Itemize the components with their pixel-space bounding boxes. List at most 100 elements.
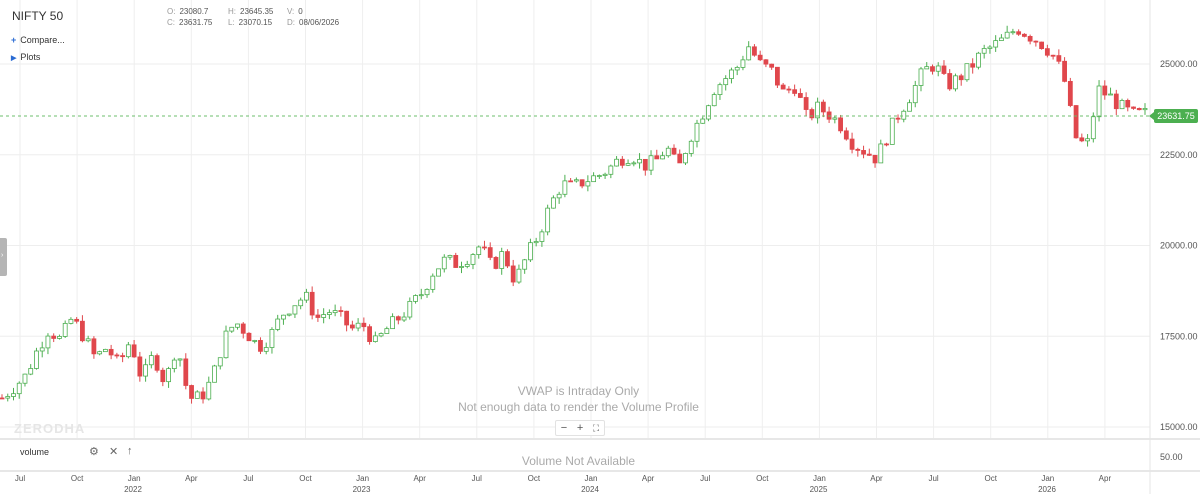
year-tick-label: 2026 xyxy=(1038,485,1056,494)
candle-body xyxy=(763,59,769,65)
candle-body xyxy=(125,344,131,358)
arrow-up-icon[interactable]: ↑ xyxy=(127,445,133,457)
candle-body xyxy=(407,300,413,318)
candle-body xyxy=(62,322,68,337)
candle-body xyxy=(212,365,217,383)
open-value: 23080.7 xyxy=(179,7,209,16)
zoom-in-button[interactable]: + xyxy=(576,422,584,434)
year-tick-label: 2023 xyxy=(353,485,371,494)
candle-body xyxy=(1033,40,1039,43)
candle-body xyxy=(528,242,533,261)
candle-body xyxy=(522,259,528,270)
candle-body xyxy=(390,316,395,330)
candle-body xyxy=(671,147,677,155)
candle-body xyxy=(1004,31,1010,39)
candle-body xyxy=(286,313,292,316)
candle-body xyxy=(459,266,464,268)
candle-body xyxy=(309,291,315,316)
candle-body xyxy=(1050,54,1056,57)
candle-body xyxy=(533,241,539,244)
candle-body xyxy=(229,326,235,332)
candle-body xyxy=(930,66,935,72)
high-value: 23645.35 xyxy=(240,7,274,16)
candle-body xyxy=(688,140,694,154)
vwap-message: VWAP is Intraday Only xyxy=(517,384,640,398)
candle-body xyxy=(395,316,401,321)
candle-body xyxy=(240,323,246,334)
gear-icon[interactable]: ⚙ xyxy=(89,446,99,458)
candle-body xyxy=(1010,31,1016,34)
candle-body xyxy=(1056,55,1062,62)
candle-body xyxy=(941,65,947,74)
side-panel-toggle[interactable]: › xyxy=(0,238,7,276)
candle-body xyxy=(131,344,137,358)
candle-body xyxy=(34,350,39,369)
candle-body xyxy=(901,110,907,120)
candle-body xyxy=(114,354,120,357)
candle-body xyxy=(91,338,97,355)
candle-body xyxy=(1113,93,1119,110)
candle-body xyxy=(918,68,924,86)
candle-body xyxy=(843,130,849,140)
candle-body xyxy=(660,155,665,160)
close-icon[interactable]: ✕ xyxy=(109,446,119,458)
compare-button[interactable]: + Compare... xyxy=(11,35,65,45)
candle-body xyxy=(803,97,809,110)
candle-body xyxy=(665,147,671,157)
zoom-out-button[interactable]: − xyxy=(560,422,568,434)
plots-button[interactable]: ▶ Plots xyxy=(11,52,41,62)
candle-body xyxy=(625,163,631,166)
triangle-right-icon: ▶ xyxy=(11,55,17,62)
candle-body xyxy=(326,312,332,315)
volume-profile-message: Not enough data to render the Volume Pro… xyxy=(458,400,699,414)
month-tick-label: Jan xyxy=(128,474,141,483)
candle-body xyxy=(752,46,757,56)
candle-body xyxy=(717,84,723,96)
month-tick-label: Apr xyxy=(185,474,198,483)
candle-body xyxy=(1136,108,1142,111)
candle-body xyxy=(631,162,637,165)
candle-body xyxy=(413,295,418,302)
fullscreen-button[interactable]: ⛶ xyxy=(592,423,600,433)
plus-icon: + xyxy=(11,35,17,45)
month-tick-label: Jan xyxy=(585,474,598,483)
candle-body xyxy=(102,348,108,353)
symbol-title: NIFTY 50 xyxy=(12,9,64,23)
candle-body xyxy=(246,332,252,342)
candle-body xyxy=(22,373,28,384)
candle-body xyxy=(861,150,866,155)
ohlc-volume-date: V: 0 D: 08/06/2026 xyxy=(287,7,340,27)
candle-body xyxy=(642,158,648,171)
candle-body xyxy=(476,246,482,255)
candle-body xyxy=(1079,137,1085,142)
candle-body xyxy=(993,40,999,48)
candle-body xyxy=(1096,85,1102,118)
candle-body xyxy=(510,265,516,283)
candle-body xyxy=(252,340,258,342)
candle-body xyxy=(5,396,11,399)
candle-body xyxy=(499,251,505,269)
time-axis: Jul Oct Jan Apr Jul Oct Jan Apr Jul Oct Jan Apr Jul O… xyxy=(15,474,1112,494)
candle-body xyxy=(545,207,551,233)
candle-body xyxy=(987,46,993,49)
candle-body xyxy=(298,299,304,307)
candle-body xyxy=(786,88,792,91)
candle-body xyxy=(430,275,436,290)
candle-body xyxy=(160,369,166,383)
candle-body xyxy=(487,247,493,258)
candle-body xyxy=(1090,116,1096,140)
candle-body xyxy=(516,268,522,283)
y-tick-label: 22500.00 xyxy=(1160,150,1198,160)
candle-body xyxy=(39,347,45,352)
candle-body xyxy=(367,326,372,342)
year-tick-label: 2022 xyxy=(124,485,142,494)
candle-body xyxy=(550,197,556,209)
candle-body xyxy=(120,355,126,358)
y-tick-label: 15000.00 xyxy=(1160,422,1198,432)
candle-body xyxy=(1021,33,1027,37)
candle-body xyxy=(378,333,384,337)
candle-body xyxy=(269,329,275,348)
candle-body xyxy=(1039,41,1045,50)
candle-body xyxy=(482,246,487,249)
